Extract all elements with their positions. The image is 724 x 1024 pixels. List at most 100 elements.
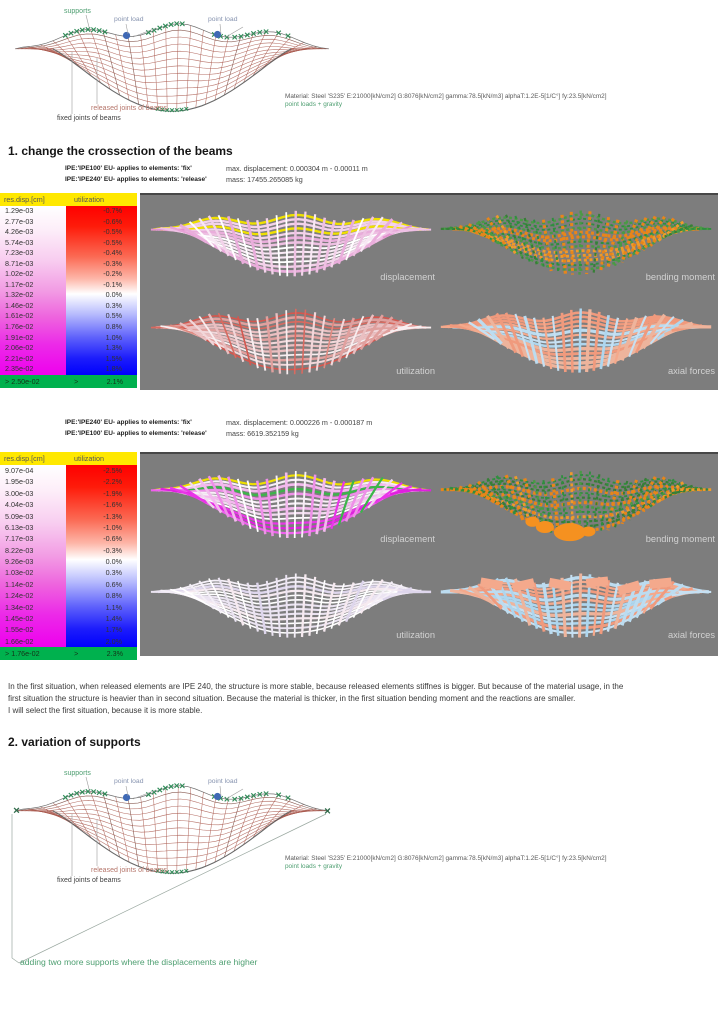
legend-row-util: 1.7% (105, 625, 122, 635)
net-strand (91, 789, 97, 795)
net-strand (176, 23, 179, 112)
net-strand (145, 29, 152, 36)
results-panel-2: displacement bending moment utilization … (140, 452, 718, 656)
net-strand (232, 796, 238, 802)
net-strand (265, 218, 274, 275)
net-strand (168, 21, 174, 28)
net-strand (18, 29, 326, 50)
net-strand (158, 482, 424, 493)
net-strand (542, 480, 553, 533)
net-strand (367, 581, 394, 610)
net-strand (233, 33, 254, 90)
net-strand (330, 481, 346, 530)
legend-row-disp: 4.04e-03 (5, 500, 34, 510)
net-strand (153, 213, 429, 231)
net-strand (367, 478, 394, 509)
net-strand (198, 477, 223, 514)
net-strand (174, 869, 179, 875)
net-strand (584, 309, 592, 373)
net-strand (214, 799, 229, 863)
legend-row-disp: 9.07e-04 (5, 466, 34, 475)
net-strand (664, 484, 693, 499)
mesh-axial-1 (440, 308, 712, 373)
net-strand (486, 477, 510, 512)
net-strand (585, 471, 591, 536)
legend-row-disp: 1.66e-02 (5, 636, 34, 646)
mesh-bending-1 (440, 210, 712, 275)
net-strand (90, 791, 111, 852)
point-load-marker (122, 793, 131, 802)
ipe-release-line: IPE:'IPE240' EU- applies to elements: 'r… (65, 176, 207, 183)
net-strand (449, 484, 702, 496)
net-strand (127, 36, 139, 105)
net-strand (281, 46, 317, 55)
legend-table-1: res.disp.[cm] utilization 1.29e-03 2.77e-… (0, 193, 137, 388)
panel-label-utilization: utilization (396, 366, 435, 376)
net-strand (208, 578, 230, 618)
net-strand (445, 217, 707, 230)
net-strand (634, 476, 657, 517)
net-strand (541, 582, 553, 635)
overflow-value: 2.3% (106, 649, 123, 658)
net-strand (293, 470, 297, 539)
label-fixed-joints: fixed joints of beams (57, 115, 121, 122)
net-strand (315, 580, 326, 635)
net-strand (188, 583, 215, 610)
legend-row-util: 0.8% (105, 591, 122, 601)
net-strand (198, 217, 223, 252)
net-strand (352, 579, 374, 618)
legend-row-disp: 1.46e-02 (5, 300, 34, 310)
net-strand (218, 795, 224, 801)
net-strand (37, 48, 307, 77)
net-strand (151, 789, 157, 795)
net-strand (152, 30, 158, 110)
net-strand (74, 28, 80, 34)
net-strand (165, 869, 170, 875)
net-strand (236, 478, 252, 530)
net-strand (246, 219, 260, 271)
net-strand (374, 584, 403, 605)
net-strand (224, 36, 242, 96)
mesh-bending-2 (440, 470, 712, 542)
axial-plate (479, 577, 504, 591)
net-strand (359, 476, 384, 514)
net-strand (237, 316, 252, 366)
legend-row-disp: 1.34e-02 (5, 602, 34, 612)
legend-row-disp: 1.17e-02 (5, 279, 34, 289)
structure-diagram-bottom (11, 776, 331, 964)
legend-row-disp: 1.03e-02 (5, 568, 34, 578)
net-strand (293, 210, 298, 277)
net-strand (160, 869, 165, 874)
net-strand (495, 312, 518, 354)
net-strand (96, 790, 102, 796)
net-strand (656, 318, 685, 341)
net-strand (285, 795, 291, 801)
axial-plate (649, 577, 672, 589)
net-strand (256, 582, 267, 635)
net-strand (337, 480, 355, 526)
net-strand (257, 791, 263, 797)
net-strand (226, 215, 245, 265)
net-strand (62, 32, 68, 38)
net-strand (52, 40, 82, 69)
net-strand (219, 785, 222, 797)
axial-plate (585, 576, 609, 588)
legend-body: 9.07e-04 1.95e-03 3.00e-03 4.04e-03 5.09e-03… (0, 465, 137, 647)
net-strand (293, 573, 297, 638)
legend-col-resdisp: res.disp.[cm] (4, 454, 45, 463)
ipe-fix-line: IPE:'IPE100' EU- applies to elements: 'f… (65, 165, 192, 172)
net-strand (157, 25, 163, 31)
net-strand (352, 216, 375, 257)
net-strand (155, 315, 427, 329)
net-strand (352, 476, 375, 518)
mesh-utilization-1 (150, 308, 432, 375)
max-displacement: max. displacement: 0.000304 m - 0.00011 … (226, 164, 368, 173)
net-strand (263, 29, 269, 35)
net-strand (560, 312, 567, 373)
net-strand (620, 479, 638, 525)
section1-heading: 1. change the crossection of the beams (8, 144, 233, 158)
net-strand (322, 219, 336, 271)
panel-label-axial: axial forces (667, 630, 715, 640)
bending-lobe (581, 526, 596, 537)
net-strand (276, 792, 282, 798)
